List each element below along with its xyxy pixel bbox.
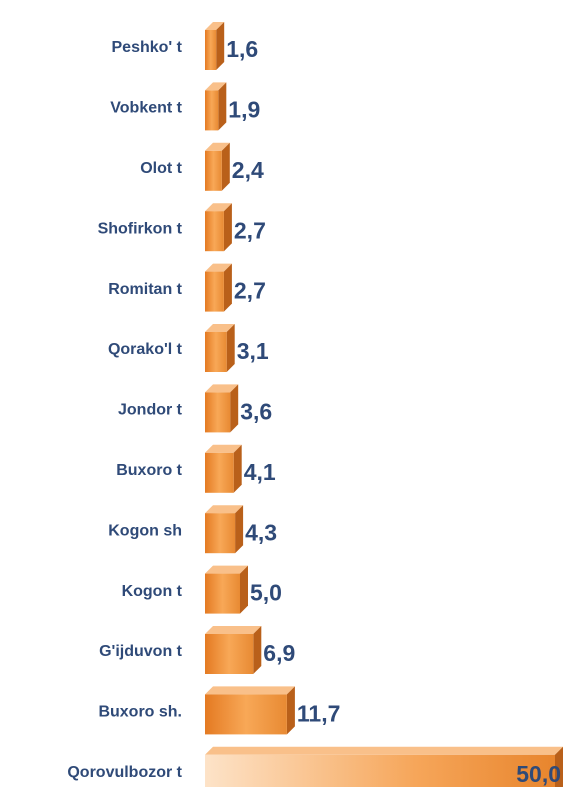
bar-top — [205, 626, 262, 634]
bar-top — [205, 565, 248, 574]
value-label: 4,1 — [244, 459, 276, 485]
value-label: 2,7 — [234, 217, 266, 243]
bar — [205, 754, 555, 787]
bar-top — [205, 746, 563, 755]
bar — [205, 513, 236, 554]
bar — [205, 694, 287, 735]
bar-side — [555, 746, 563, 787]
bar — [205, 211, 224, 252]
bar — [205, 332, 227, 372]
bar-side — [235, 505, 244, 554]
bar-top — [205, 203, 232, 212]
bar — [205, 30, 217, 70]
bar — [205, 573, 240, 614]
value-label: 3,6 — [240, 398, 272, 424]
value-label: 5,0 — [250, 580, 282, 606]
bar-top — [205, 324, 235, 332]
bar-side — [221, 142, 230, 191]
bar-top — [205, 82, 227, 91]
bar-top — [205, 384, 239, 393]
category-label: Qorovulbozor t — [67, 764, 182, 781]
bar-top — [205, 142, 230, 151]
bar-side — [253, 626, 262, 674]
category-label: Shofirkon t — [98, 220, 183, 237]
value-label: 6,9 — [263, 640, 295, 666]
bar — [205, 90, 219, 131]
category-label: Vobkent t — [110, 100, 182, 117]
category-label: Kogon sh — [108, 522, 182, 539]
bar-side — [286, 686, 295, 735]
bar-side — [218, 82, 227, 131]
category-label: Buxoro sh. — [98, 704, 182, 721]
bar-top — [205, 686, 295, 695]
bar-side — [223, 203, 232, 252]
value-label: 1,9 — [228, 96, 260, 122]
value-label: 1,6 — [226, 36, 258, 62]
category-label: Jondor t — [118, 402, 183, 419]
value-label: 3,1 — [237, 338, 269, 364]
bar — [205, 150, 222, 191]
category-label: Kogon t — [122, 583, 183, 600]
bar-side — [223, 263, 232, 312]
bar-top — [205, 263, 232, 272]
value-label: 2,7 — [234, 278, 266, 304]
bar-side — [240, 565, 248, 614]
bar-side — [233, 444, 242, 493]
bar-top — [205, 505, 244, 514]
bar-side — [230, 384, 239, 433]
value-label: 11,7 — [297, 700, 341, 726]
category-label: G'ijduvon t — [99, 643, 183, 660]
bar — [205, 392, 231, 433]
value-label: 4,3 — [245, 519, 277, 545]
bar-top — [205, 22, 225, 30]
category-label: Buxoro t — [116, 462, 182, 479]
category-label: Qorako'l t — [108, 341, 183, 358]
category-label: Olot t — [140, 160, 182, 177]
category-label: Peshko' t — [112, 39, 183, 56]
bar-side — [216, 22, 225, 70]
bar — [205, 634, 254, 674]
value-label: 2,4 — [232, 157, 264, 183]
bar-side — [226, 324, 235, 372]
bar — [205, 452, 234, 493]
bar-top — [205, 444, 242, 453]
value-label: 50,0 — [516, 761, 561, 787]
bar — [205, 271, 224, 312]
category-label: Romitan t — [108, 281, 182, 298]
